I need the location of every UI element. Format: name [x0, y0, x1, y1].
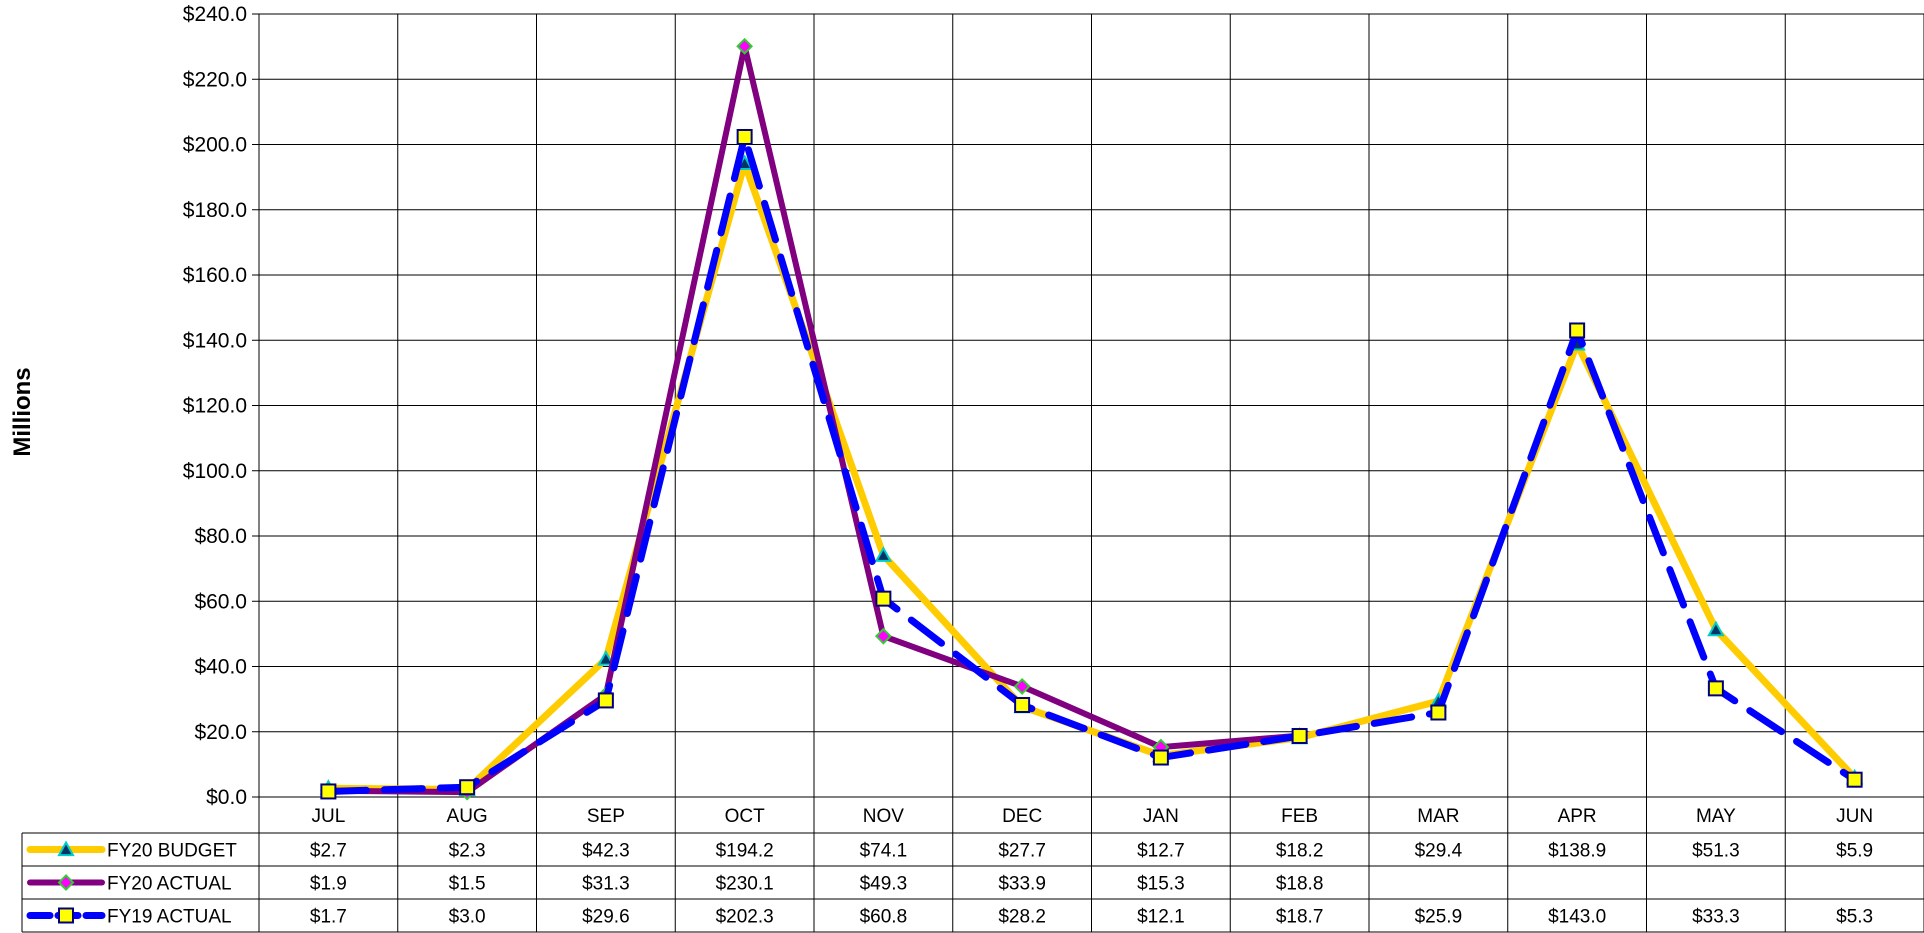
- data-table-cell: $15.3: [1137, 874, 1185, 895]
- data-table-cell: $33.3: [1692, 907, 1740, 928]
- data-point: [320, 783, 337, 800]
- y-tick-label: $140.0: [183, 329, 247, 352]
- data-point: [1152, 749, 1169, 766]
- legend-label: FY20 ACTUAL: [107, 874, 232, 895]
- data-point: [875, 590, 892, 607]
- x-category-label: FEB: [1281, 806, 1318, 827]
- data-point: [459, 779, 476, 796]
- y-tick-label: $20.0: [194, 721, 247, 744]
- y-tick-label: $180.0: [183, 199, 247, 222]
- x-category-label: JAN: [1143, 806, 1179, 827]
- data-table-cell: $18.8: [1276, 874, 1324, 895]
- series-lines: [319, 37, 1864, 801]
- y-tick-label: $100.0: [183, 460, 247, 483]
- data-point: [1569, 322, 1586, 339]
- data-table-cell: $5.3: [1836, 907, 1873, 928]
- data-point: [874, 546, 893, 562]
- plot-grid: [258, 13, 1924, 798]
- y-tick-label: $160.0: [183, 264, 247, 287]
- data-point: [1291, 727, 1308, 744]
- x-category-label: JUL: [311, 806, 345, 827]
- data-table-cell: $3.0: [449, 907, 486, 928]
- data-table-cell: $230.1: [716, 874, 774, 895]
- series-fy19-actual: [320, 128, 1863, 800]
- x-category-label: MAR: [1417, 806, 1459, 827]
- data-table-cell: $33.9: [998, 874, 1046, 895]
- series-line: [324, 133, 1859, 795]
- x-category-label: NOV: [863, 806, 905, 827]
- y-tick-label: $0.0: [206, 786, 247, 809]
- data-table-cell: $42.3: [582, 841, 630, 862]
- y-tick-label: $80.0: [194, 525, 247, 548]
- data-table-cell: $74.1: [860, 841, 908, 862]
- data-table-cell: $18.7: [1276, 907, 1324, 928]
- data-table-cell: $194.2: [716, 841, 774, 862]
- y-tick-label: $120.0: [183, 395, 247, 418]
- data-table-cell: $29.6: [582, 907, 630, 928]
- y-axis: $0.0 $20.0 $40.0 $60.0 $80.0 $100.0 $120.0 $140…: [183, 3, 259, 809]
- data-table-cell: $28.2: [998, 907, 1046, 928]
- data-table-cell: $143.0: [1548, 907, 1606, 928]
- data-table-cell: $18.2: [1276, 841, 1324, 862]
- data-table-cell: $5.9: [1836, 841, 1873, 862]
- data-table-cell: $1.7: [310, 907, 347, 928]
- x-category-label: DEC: [1002, 806, 1042, 827]
- data-point: [1430, 704, 1447, 721]
- data-table-cell: $25.9: [1415, 907, 1463, 928]
- x-category-label: SEP: [587, 806, 625, 827]
- data-table-cell: $202.3: [716, 907, 774, 928]
- y-tick-label: $60.0: [194, 590, 247, 613]
- data-point: [1707, 680, 1724, 697]
- x-category-label: AUG: [447, 806, 488, 827]
- data-table-cell: $27.7: [998, 841, 1046, 862]
- data-table-cell: $31.3: [582, 874, 630, 895]
- data-table-cell: $138.9: [1548, 841, 1606, 862]
- data-point: [1707, 620, 1725, 637]
- data-point: [597, 692, 614, 709]
- data-point: [597, 649, 615, 666]
- x-category-label: MAY: [1696, 806, 1736, 827]
- legend-label: FY19 ACTUAL: [107, 907, 232, 928]
- data-point: [57, 874, 75, 891]
- data-point: [1014, 696, 1031, 713]
- x-category-label: OCT: [725, 806, 766, 827]
- y-tick-label: $200.0: [183, 134, 247, 157]
- data-table: JUL AUG SEP OCT NOV DEC JAN FEB MAR APR MAY JUN FY20…: [21, 797, 1924, 933]
- data-point: [1013, 677, 1031, 695]
- data-table-cell: $1.5: [449, 874, 486, 895]
- data-point: [874, 627, 892, 645]
- x-category-label: APR: [1558, 806, 1597, 827]
- series-line: [325, 43, 1303, 796]
- y-axis-label: Millions: [9, 367, 36, 456]
- data-table-cell: $12.7: [1137, 841, 1185, 862]
- data-table-cell: $60.8: [860, 907, 908, 928]
- data-point: [58, 907, 74, 924]
- data-table-cell: $1.9: [310, 874, 347, 895]
- y-tick-label: $240.0: [183, 3, 247, 26]
- data-point: [1846, 771, 1863, 788]
- data-point: [736, 128, 753, 145]
- data-table-cell: $29.4: [1415, 841, 1463, 862]
- x-category-label: JUN: [1836, 806, 1873, 827]
- y-tick-label: $40.0: [194, 656, 247, 679]
- data-table-cell: $12.1: [1137, 907, 1185, 928]
- data-point: [736, 37, 754, 55]
- data-table-cell: $2.3: [449, 841, 486, 862]
- data-table-cell: $51.3: [1692, 841, 1740, 862]
- data-table-cell: $49.3: [860, 874, 908, 895]
- data-point: [57, 840, 75, 857]
- legend-label: FY20 BUDGET: [107, 841, 237, 862]
- y-tick-label: $220.0: [183, 68, 247, 91]
- data-table-cell: $2.7: [310, 841, 347, 862]
